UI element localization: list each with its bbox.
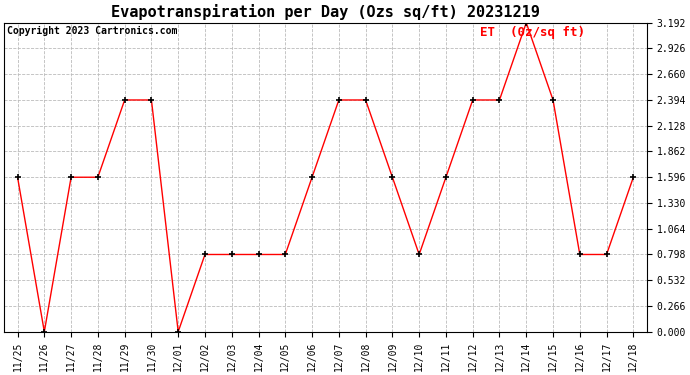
Text: Copyright 2023 Cartronics.com: Copyright 2023 Cartronics.com [8, 26, 178, 36]
Text: ET  (0z/sq ft): ET (0z/sq ft) [480, 26, 584, 39]
Title: Evapotranspiration per Day (Ozs sq/ft) 20231219: Evapotranspiration per Day (Ozs sq/ft) 2… [111, 4, 540, 20]
